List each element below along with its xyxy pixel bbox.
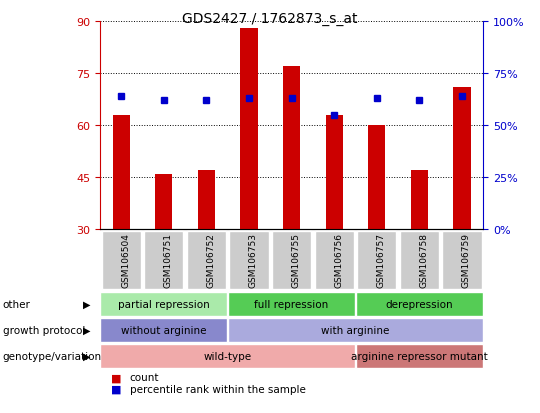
Bar — [198, 171, 215, 230]
Text: GSM106752: GSM106752 — [206, 233, 215, 287]
Bar — [454, 88, 470, 230]
Text: wild-type: wild-type — [204, 351, 252, 361]
Text: GSM106753: GSM106753 — [249, 233, 258, 287]
Text: ▶: ▶ — [83, 325, 90, 335]
Bar — [411, 171, 428, 230]
Text: derepression: derepression — [386, 299, 453, 309]
Bar — [283, 67, 300, 230]
Text: without arginine: without arginine — [121, 325, 207, 335]
Text: GDS2427 / 1762873_s_at: GDS2427 / 1762873_s_at — [183, 12, 357, 26]
Bar — [368, 126, 386, 230]
Bar — [240, 29, 258, 230]
Text: genotype/variation: genotype/variation — [3, 351, 102, 361]
Text: ▶: ▶ — [83, 351, 90, 361]
Text: GSM106751: GSM106751 — [164, 233, 173, 287]
Text: GSM106756: GSM106756 — [334, 233, 343, 287]
Text: GSM106504: GSM106504 — [121, 233, 130, 287]
Text: count: count — [130, 373, 159, 382]
Text: ■: ■ — [111, 384, 121, 394]
Text: growth protocol: growth protocol — [3, 325, 85, 335]
Text: GSM106757: GSM106757 — [377, 233, 386, 287]
Text: ■: ■ — [111, 373, 121, 382]
Bar — [113, 115, 130, 230]
Text: GSM106755: GSM106755 — [292, 233, 301, 287]
Text: percentile rank within the sample: percentile rank within the sample — [130, 384, 306, 394]
Text: ▶: ▶ — [83, 299, 90, 309]
Bar — [156, 174, 172, 230]
Text: GSM106758: GSM106758 — [420, 233, 428, 287]
Text: with arginine: with arginine — [321, 325, 390, 335]
Text: full repression: full repression — [254, 299, 329, 309]
Text: partial repression: partial repression — [118, 299, 210, 309]
Bar — [326, 115, 343, 230]
Text: arginine repressor mutant: arginine repressor mutant — [351, 351, 488, 361]
Text: other: other — [3, 299, 31, 309]
Text: GSM106759: GSM106759 — [462, 233, 471, 287]
